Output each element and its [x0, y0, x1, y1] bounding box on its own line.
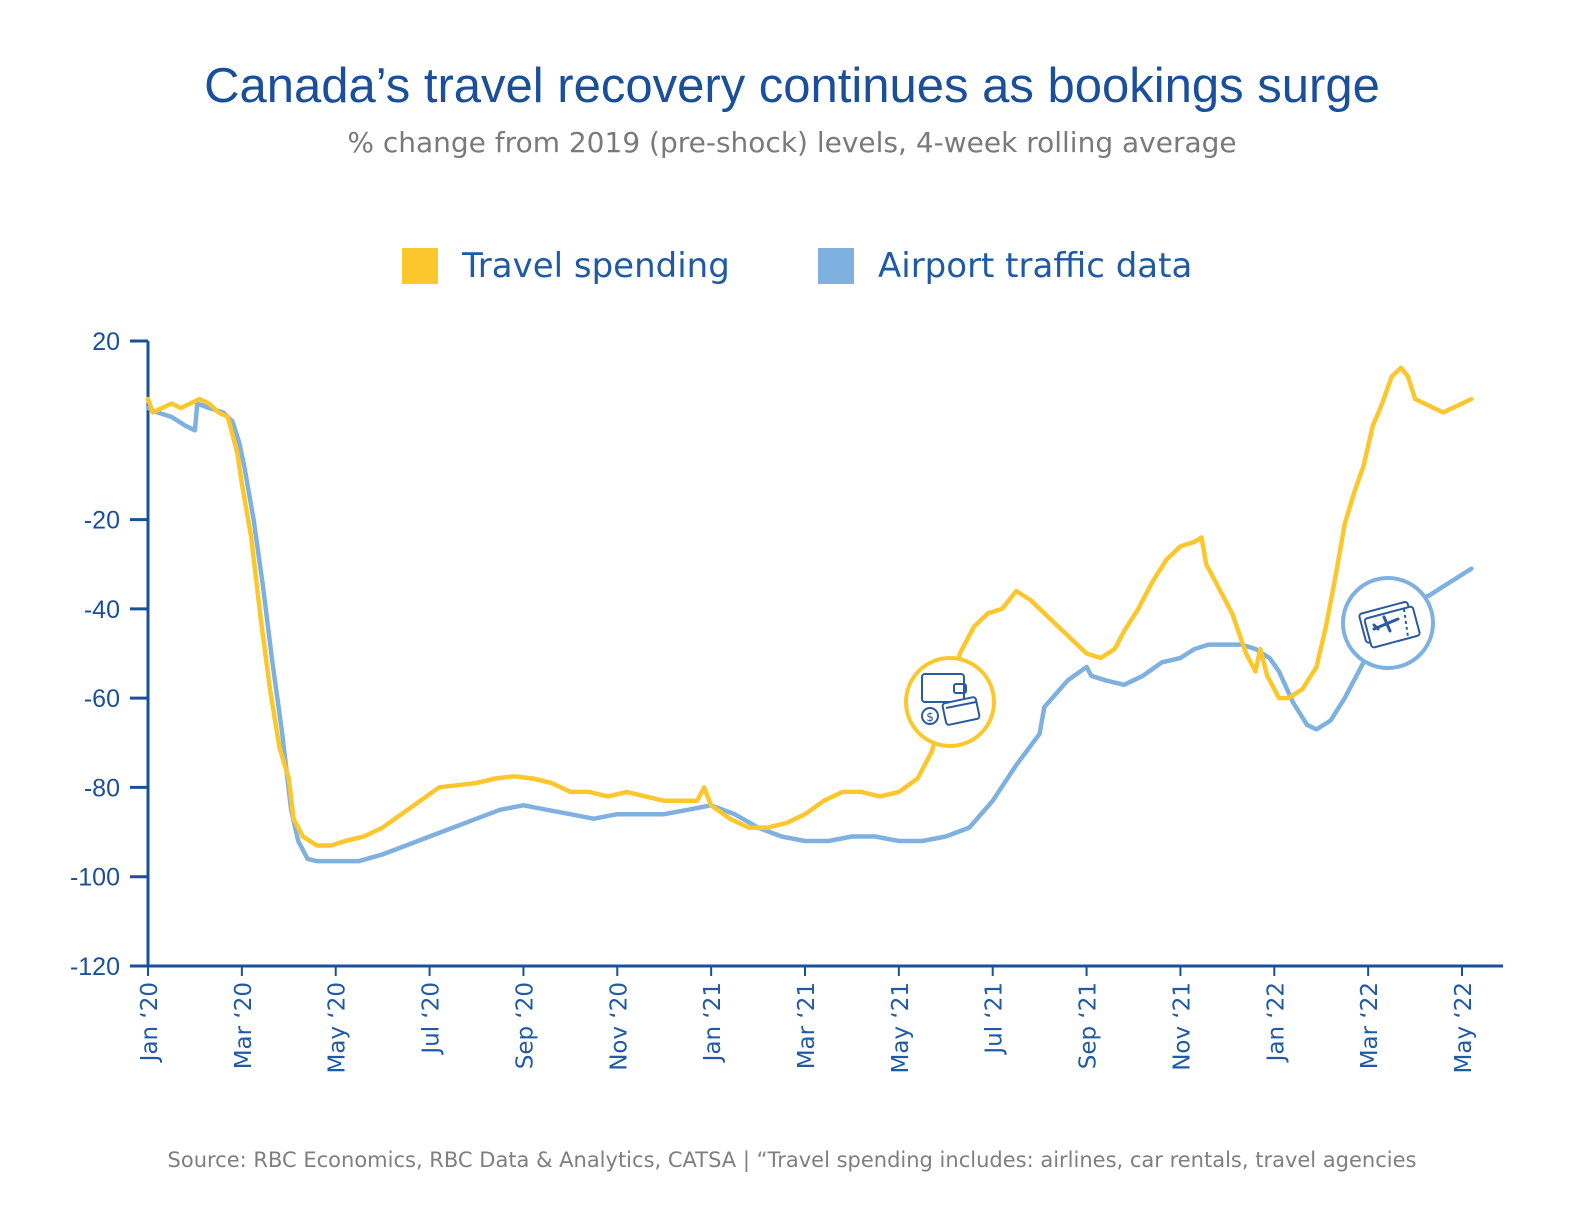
chart-subtitle: % change from 2019 (pre-shock) levels, 4…: [347, 126, 1237, 159]
y-tick-label: -80: [84, 774, 120, 802]
x-tick-label: Jan ‘22: [1263, 982, 1289, 1063]
y-tick-label: -60: [84, 685, 120, 713]
y-tick-label: -120: [70, 953, 120, 981]
series-line-airport-traffic: [145, 401, 1474, 864]
legend-label-travel-spending: Travel spending: [462, 246, 730, 286]
y-tick-label: -20: [84, 507, 120, 535]
x-tick-label: Mar ‘22: [1357, 982, 1383, 1069]
x-tick-label: Mar ‘20: [231, 982, 257, 1069]
x-tick-label: Jul ‘21: [982, 982, 1008, 1056]
x-tick-label: Sep ‘20: [512, 982, 538, 1069]
x-tick-label: Mar ‘21: [794, 982, 820, 1069]
chart-legend: Travel spending Airport traffic data: [0, 246, 1584, 296]
svg-text:$: $: [926, 710, 934, 724]
legend-item-travel-spending: Travel spending: [402, 246, 730, 286]
y-tick-label: -40: [84, 596, 120, 624]
legend-swatch-travel-spending: [402, 248, 438, 284]
x-tick-label: Sep ‘21: [1076, 982, 1102, 1069]
x-tick-label: May ‘21: [888, 982, 914, 1073]
x-tick-label: Jan ‘20: [137, 982, 163, 1063]
legend-swatch-airport-traffic: [818, 248, 854, 284]
y-tick-label: -100: [70, 864, 120, 892]
y-tick-label: 20: [92, 328, 120, 356]
x-tick-label: Nov ‘20: [606, 982, 632, 1071]
wallet-card-coin-icon: $: [904, 656, 996, 748]
x-tick-label: Jan ‘21: [700, 982, 726, 1063]
x-tick-label: May ‘22: [1451, 982, 1477, 1073]
x-tick-label: Jul ‘20: [419, 982, 445, 1056]
x-tick-label: May ‘20: [325, 982, 351, 1073]
legend-label-airport-traffic: Airport traffic data: [878, 246, 1193, 286]
legend-item-airport-traffic: Airport traffic data: [818, 246, 1192, 286]
chart-title: Canada’s travel recovery continues as bo…: [204, 59, 1380, 113]
series-line-travel-spending: [145, 365, 1474, 848]
x-tick-label: Nov ‘21: [1169, 982, 1195, 1071]
source-note: Source: RBC Economics, RBC Data & Analyt…: [167, 1148, 1417, 1172]
plane-ticket-icon: [1341, 576, 1435, 670]
